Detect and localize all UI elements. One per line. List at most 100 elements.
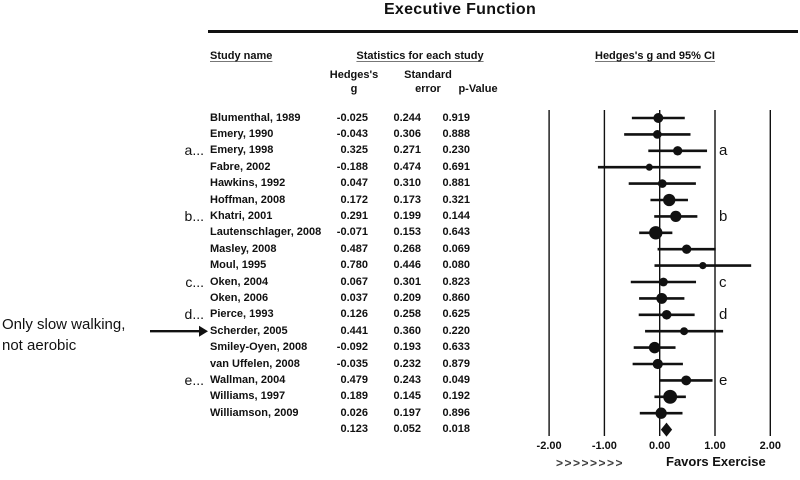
effect-dot-Emery, 1998 <box>673 146 683 156</box>
effect-dot-Blumenthal, 1989 <box>653 113 664 123</box>
p-value: 0.888 <box>442 128 470 140</box>
effect-dot-Khatri, 2001 <box>670 210 682 223</box>
annotation-note: Only slow walking, not aerobic <box>2 314 125 356</box>
subgroup-marker-left-a: a... <box>184 142 204 158</box>
hedges-g-value: 0.172 <box>340 194 368 206</box>
subgroup-marker-left-b: b... <box>184 208 204 224</box>
effect-dot-Moul, 1995 <box>699 261 707 270</box>
p-value: 0.919 <box>442 112 470 124</box>
x-tick-label: -1.00 <box>591 440 617 452</box>
hedges-g-value: 0.441 <box>340 325 368 337</box>
p-value: 0.860 <box>442 292 470 304</box>
x-tick-label: 1.00 <box>704 440 726 452</box>
top-rule <box>208 30 798 33</box>
p-value: 0.230 <box>442 144 470 156</box>
hedges-g-value: -0.071 <box>336 226 368 238</box>
standard-error-value: 0.474 <box>393 161 421 173</box>
hedges-g-value: 0.126 <box>340 308 368 320</box>
standard-error-value: 0.145 <box>393 390 421 402</box>
standard-error-value: 0.268 <box>393 243 421 255</box>
subgroup-marker-right-a: a <box>719 142 728 159</box>
p-value: 0.192 <box>442 390 470 402</box>
effect-dot-Pierce, 1993 <box>661 310 672 320</box>
column-header-standard-error-line1: Standard <box>404 69 452 81</box>
subgroup-marker-left-d: d... <box>184 306 204 322</box>
p-value: 0.049 <box>442 374 470 386</box>
hedges-g-value: 0.037 <box>340 292 368 304</box>
p-value: 0.643 <box>442 226 470 238</box>
subgroup-marker-left-c: c... <box>185 274 204 290</box>
standard-error-value: 0.173 <box>393 194 421 206</box>
column-header-plot-group: Hedges's g and 95% CI <box>595 50 715 62</box>
effect-dot-Oken, 2006 <box>656 292 668 304</box>
hedges-g-value: 0.026 <box>340 407 368 419</box>
standard-error-value: 0.258 <box>393 308 421 320</box>
study-name: Blumenthal, 1989 <box>210 112 301 124</box>
standard-error-value: 0.301 <box>393 276 421 288</box>
subgroup-marker-right-e: e <box>719 372 728 389</box>
standard-error-value: 0.197 <box>393 407 421 419</box>
favors-exercise-label: Favors Exercise <box>666 454 766 469</box>
effect-dot-Fabre, 2002 <box>645 163 653 171</box>
hedges-g-value: 0.325 <box>340 144 368 156</box>
study-name: Scherder, 2005 <box>210 325 288 337</box>
study-name: Williams, 1997 <box>210 390 286 402</box>
p-value: 0.321 <box>442 194 470 206</box>
subgroup-marker-right-b: b <box>719 208 728 225</box>
subgroup-marker-right-c: c <box>719 274 727 291</box>
standard-error-value: 0.310 <box>393 177 421 189</box>
annotation-line2: not aerobic <box>2 337 77 354</box>
standard-error-value: 0.209 <box>393 292 421 304</box>
p-value: 0.069 <box>442 243 470 255</box>
study-name: Smiley-Oyen, 2008 <box>210 341 308 353</box>
hedges-g-value: 0.189 <box>340 390 368 402</box>
standard-error-value: 0.306 <box>393 128 421 140</box>
study-name: Hawkins, 1992 <box>210 177 286 189</box>
column-header-p-value: p-Value <box>458 83 498 95</box>
hedges-g-value: 0.780 <box>340 259 368 271</box>
study-name: Fabre, 2002 <box>210 161 271 173</box>
standard-error-value: 0.271 <box>393 144 421 156</box>
study-name: van Uffelen, 2008 <box>210 358 300 370</box>
study-name: Lautenschlager, 2008 <box>210 226 322 238</box>
overall-hedges-g-value: 0.123 <box>340 423 368 435</box>
overall-p-value: 0.018 <box>442 423 470 435</box>
subgroup-marker-left-e: e... <box>184 372 204 388</box>
effect-dot-Wallman, 2004 <box>681 375 692 386</box>
p-value: 0.144 <box>442 210 470 222</box>
overall-standard-error-value: 0.052 <box>393 423 421 435</box>
effect-dot-Masley, 2008 <box>681 244 692 254</box>
study-name: Emery, 1990 <box>210 128 274 140</box>
study-name: Emery, 1998 <box>210 144 274 156</box>
hedges-g-value: -0.035 <box>336 358 368 370</box>
hedges-g-value: -0.092 <box>336 341 368 353</box>
study-name: Moul, 1995 <box>210 259 267 271</box>
standard-error-value: 0.360 <box>393 325 421 337</box>
standard-error-value: 0.153 <box>393 226 421 238</box>
standard-error-value: 0.232 <box>393 358 421 370</box>
effect-dot-Smiley-Oyen, 2008 <box>648 341 661 354</box>
figure-title: Executive Function <box>383 1 537 18</box>
p-value: 0.625 <box>442 308 470 320</box>
study-name: Williamson, 2009 <box>210 407 299 419</box>
effect-dot-Scherder, 2005 <box>680 327 689 336</box>
hedges-g-value: 0.479 <box>340 374 368 386</box>
effect-dot-Oken, 2004 <box>659 277 668 287</box>
study-name: Pierce, 1993 <box>210 308 274 320</box>
x-tick-label: -2.00 <box>536 440 562 452</box>
effect-dot-Hoffman, 2008 <box>663 193 676 207</box>
favors-direction-arrows: >>>>>>>> <box>556 456 625 470</box>
hedges-g-value: -0.043 <box>336 128 368 140</box>
column-header-hedges-g-line1: Hedges's <box>329 69 379 81</box>
hedges-g-value: 0.487 <box>340 243 368 255</box>
annotation-line1: Only slow walking, <box>2 316 126 333</box>
hedges-g-value: -0.025 <box>336 112 368 124</box>
effect-dot-van Uffelen, 2008 <box>652 358 663 370</box>
standard-error-value: 0.446 <box>393 259 421 271</box>
subgroup-marker-right-d: d <box>719 306 728 323</box>
p-value: 0.823 <box>442 276 470 288</box>
effect-dot-Hawkins, 1992 <box>657 179 667 188</box>
column-header-standard-error-line2: error <box>415 83 441 95</box>
